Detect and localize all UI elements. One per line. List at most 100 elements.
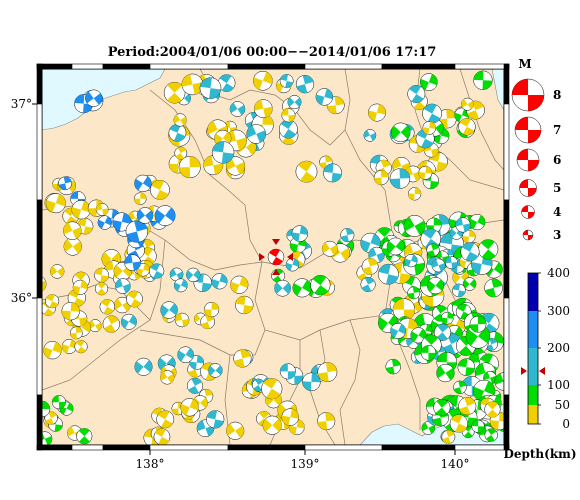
event-marker xyxy=(469,213,486,231)
event-marker xyxy=(126,290,143,308)
event-marker xyxy=(287,95,302,110)
magnitude-legend-label: 5 xyxy=(553,181,561,195)
lat-tick-label: 37° xyxy=(11,97,32,111)
event-marker xyxy=(253,70,273,91)
event-marker xyxy=(279,119,298,139)
event-marker xyxy=(360,276,376,293)
depth-tick-label: 100 xyxy=(547,378,570,392)
event-marker xyxy=(44,411,58,425)
depth-marker-arrow xyxy=(539,367,545,375)
event-marker xyxy=(418,165,433,180)
event-marker xyxy=(419,73,438,91)
map-area xyxy=(41,68,505,446)
depth-band xyxy=(528,311,538,348)
event-marker xyxy=(235,295,254,315)
event-marker xyxy=(125,220,149,243)
event-marker xyxy=(174,312,190,328)
event-marker xyxy=(295,160,318,183)
event-marker xyxy=(484,401,501,418)
event-marker xyxy=(88,319,102,333)
event-marker xyxy=(368,103,386,122)
target-arrow xyxy=(272,269,280,275)
event-marker xyxy=(462,229,476,244)
event-marker xyxy=(407,85,426,103)
event-marker xyxy=(473,70,493,90)
depth-band xyxy=(528,405,538,424)
event-marker xyxy=(69,326,83,340)
event-marker xyxy=(58,176,72,191)
frame-segment xyxy=(36,394,43,451)
focal-mechanism-markers xyxy=(42,70,504,445)
frame-segment xyxy=(227,444,306,451)
event-marker xyxy=(452,283,466,298)
event-marker xyxy=(180,398,199,417)
frame-segment xyxy=(102,63,151,70)
event-marker xyxy=(484,428,498,442)
event-marker xyxy=(74,340,88,354)
magnitude-legend-symbol xyxy=(519,179,537,197)
event-marker xyxy=(262,415,282,435)
event-marker xyxy=(43,340,62,360)
frame-segment xyxy=(36,103,43,201)
event-marker xyxy=(200,314,215,330)
frame-segment xyxy=(503,297,510,396)
event-marker xyxy=(61,338,77,354)
frame-segment xyxy=(149,63,229,70)
event-marker xyxy=(471,419,485,433)
event-marker xyxy=(186,377,204,394)
event-marker xyxy=(494,372,504,391)
event-marker xyxy=(449,414,468,433)
event-marker xyxy=(484,278,503,298)
event-marker xyxy=(421,421,436,435)
event-marker xyxy=(76,428,93,445)
event-marker xyxy=(134,357,153,376)
event-marker xyxy=(230,275,249,294)
frame-segment xyxy=(71,63,104,70)
depth-legend-label: Depth(km) xyxy=(503,447,576,461)
depth-tick-label: 200 xyxy=(547,341,570,355)
highlighted-event-marker xyxy=(259,239,293,275)
event-marker xyxy=(460,97,474,111)
event-marker xyxy=(153,428,171,445)
event-marker xyxy=(422,103,442,124)
lon-tick-label: 140° xyxy=(441,457,470,471)
event-marker xyxy=(59,401,74,416)
chart-title: Period:2004/01/06 00:00−−2014/01/06 17:1… xyxy=(108,45,437,60)
event-marker xyxy=(150,180,170,200)
depth-tick-label: 50 xyxy=(555,398,570,412)
magnitude-legend-symbol xyxy=(511,78,545,112)
depth-bar-outline xyxy=(527,272,539,425)
event-marker xyxy=(292,278,312,298)
event-marker xyxy=(315,88,334,106)
event-marker xyxy=(457,358,476,376)
magnitude-legend-title: M xyxy=(518,57,531,71)
event-marker xyxy=(340,228,355,243)
event-marker xyxy=(279,363,296,380)
event-marker xyxy=(420,345,437,361)
event-marker xyxy=(226,421,245,440)
depth-legend: 400 300 200 100 50 0 Depth(km) xyxy=(503,266,576,461)
event-marker xyxy=(291,225,309,242)
event-marker xyxy=(160,301,178,319)
event-marker xyxy=(163,81,186,104)
event-marker xyxy=(51,395,66,410)
event-marker xyxy=(410,327,427,344)
frame-segment xyxy=(36,63,43,105)
sea-of-japan xyxy=(42,69,166,131)
magnitude-legend-symbol xyxy=(514,116,542,144)
event-marker xyxy=(42,276,47,292)
event-marker xyxy=(225,156,246,176)
event-marker xyxy=(462,277,477,291)
event-marker xyxy=(181,73,204,96)
event-marker xyxy=(373,170,389,186)
depth-marker-arrow xyxy=(521,367,527,375)
event-marker xyxy=(120,313,137,330)
event-marker xyxy=(160,370,175,385)
event-marker xyxy=(189,355,205,370)
event-marker xyxy=(323,163,343,183)
event-marker xyxy=(134,174,152,193)
event-marker xyxy=(203,301,220,318)
target-arrow xyxy=(272,239,280,245)
event-marker xyxy=(71,200,91,220)
event-marker xyxy=(295,75,315,94)
